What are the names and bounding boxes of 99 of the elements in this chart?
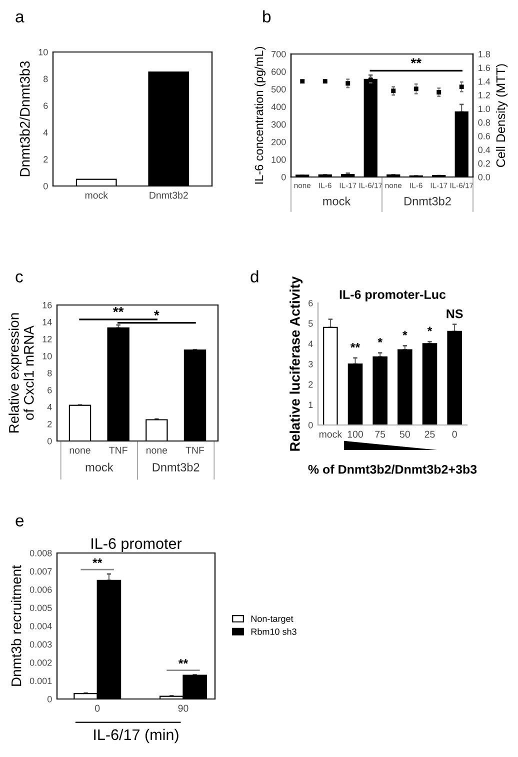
y-tick-label: 600 <box>272 68 286 75</box>
bar <box>348 363 363 425</box>
y2-tick-label: 0.8 <box>478 119 490 126</box>
point <box>391 88 396 94</box>
x-tick-label: 0 <box>452 430 457 438</box>
y2-tick-label: 1.0 <box>478 106 490 112</box>
legend-label: Non-target <box>251 616 294 624</box>
x-tick-label: 25 <box>424 430 435 438</box>
x-tick-label: TNF <box>186 446 204 454</box>
annotation: ** <box>112 307 124 312</box>
y-tick-label: 0.007 <box>30 568 52 575</box>
y2-axis-title: Cell Density (MTT) <box>496 64 508 167</box>
y2-tick-label: 0.6 <box>478 132 490 140</box>
bar <box>422 343 438 425</box>
text: b <box>263 10 271 22</box>
y-tick-label: 6 <box>48 386 52 394</box>
y-tick-label: 300 <box>271 121 286 128</box>
y-tick-label: 8 <box>48 370 52 376</box>
y2-tick-label: 0.2 <box>478 160 490 167</box>
x-tick-label: none <box>70 448 90 454</box>
y-tick-label: 14 <box>42 319 52 326</box>
text: Dnmt3b2 <box>152 462 200 472</box>
point <box>436 90 442 94</box>
text: a <box>16 13 24 22</box>
y2-tick-label: 0.4 <box>478 146 490 154</box>
y-tick-label: 4 <box>43 129 48 136</box>
chart-title: IL-6 promoter <box>92 538 182 552</box>
annotation: * <box>378 338 382 343</box>
y-tick-label: 0.003 <box>30 641 52 648</box>
text: e <box>16 517 24 526</box>
y-tick-label: 2 <box>308 381 313 388</box>
x-axis-title: % of Dnmt3b2/Dnmt3b2+3b3 <box>308 464 477 474</box>
y-tick-label: 3 <box>308 360 313 368</box>
y-tick-label: 6 <box>308 300 313 306</box>
y-tick-label: 10 <box>38 48 48 56</box>
y-tick-label: 0 <box>47 696 52 702</box>
y-tick-label: 0 <box>47 438 52 444</box>
y-tick-label: 0 <box>281 174 286 180</box>
x-tick-label: 90 <box>178 704 188 712</box>
chart-title: IL-6 promoter-Luc <box>340 290 446 302</box>
y-tick-label: 1 <box>308 402 313 408</box>
y-tick-label: 200 <box>272 138 286 146</box>
y-tick-label: 0.002 <box>30 659 52 666</box>
x-tick-label: 50 <box>400 430 410 438</box>
annotation: NS <box>446 309 463 318</box>
x-tick-label: 75 <box>375 430 386 438</box>
bar <box>372 356 388 425</box>
y2-tick-label: 0.0 <box>478 174 490 180</box>
point <box>459 84 464 90</box>
point <box>414 86 418 92</box>
x-tick-label: TNF <box>109 446 128 454</box>
y-tick-label: 100 <box>272 156 286 163</box>
annotation: ** <box>410 58 422 64</box>
y-tick-label: 12 <box>42 336 52 342</box>
y-tick-label: 8 <box>44 76 48 82</box>
text: mock <box>86 462 114 472</box>
annotation: * <box>402 330 408 336</box>
y-tick-label: 0.005 <box>30 604 52 612</box>
y-tick-label: 5 <box>308 320 313 327</box>
y-tick-label: 0.008 <box>30 550 52 556</box>
y2-tick-label: 1.8 <box>478 50 490 58</box>
y-axis-title: Relative luciferase Activity <box>290 276 303 451</box>
y2-tick-label: 1.2 <box>478 92 490 98</box>
y-tick-label: 6 <box>44 102 48 109</box>
bar <box>323 326 338 425</box>
legend-label: Rbm10 sh3 <box>251 628 296 635</box>
annotation: ** <box>92 558 102 564</box>
y-axis-title: Dnmt3b2/Dnmt3b3 <box>20 61 30 176</box>
annotation: * <box>154 310 160 316</box>
y-tick-label: 500 <box>271 86 286 93</box>
y-tick-label: 4 <box>47 404 52 410</box>
y2-tick-label: 1.4 <box>478 78 490 85</box>
y-tick-label: 0 <box>308 422 313 428</box>
x-tick-label: 100 <box>348 430 363 438</box>
text: c <box>16 273 23 282</box>
annotation: ** <box>178 659 188 664</box>
annotation: ** <box>350 343 360 348</box>
y-tick-label: 0.006 <box>30 586 52 593</box>
x-axis-title: IL-6/17 (min) <box>94 728 178 744</box>
x-tick-label: none <box>146 448 168 454</box>
y-tick-label: 400 <box>271 104 286 110</box>
y-tick-label: 10 <box>42 352 52 360</box>
y-tick-label: 16 <box>42 302 52 308</box>
y-axis-title: IL-6 concentration (pg/mL) <box>254 47 266 184</box>
y-axis-title: Dnmt3b recruitment <box>11 565 22 686</box>
x-tick-label: mock <box>319 430 342 438</box>
bar <box>398 349 412 425</box>
y-tick-label: 700 <box>272 50 286 58</box>
y-tick-label: 0.004 <box>30 622 52 630</box>
y-tick-label: 4 <box>308 340 313 347</box>
annotation: * <box>427 326 432 332</box>
y-tick-label: 2 <box>44 156 48 162</box>
text: d <box>250 270 258 282</box>
y2-tick-label: 1.6 <box>478 64 490 72</box>
point <box>346 81 350 86</box>
bar <box>447 330 462 425</box>
y-tick-label: 0.001 <box>30 678 52 684</box>
y-tick-label: 2 <box>48 420 52 428</box>
y-axis-title: Relative expression of Cxcl1 mRNA <box>8 313 34 432</box>
